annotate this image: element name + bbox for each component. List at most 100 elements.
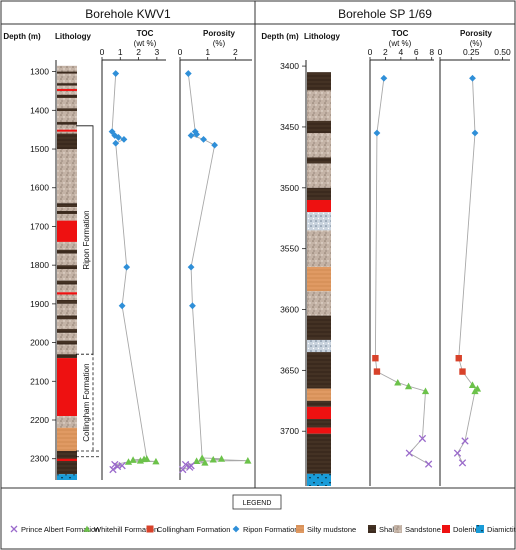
left-toc-point (152, 457, 160, 465)
right-depth-tick-label: 3500 (280, 183, 299, 193)
legend-label: Dolerite (453, 525, 479, 534)
left-toc-point (118, 302, 126, 310)
left-porosity-point (193, 130, 201, 138)
left-lithology-interval (57, 269, 77, 281)
right-toc-tick-label: 0 (368, 47, 373, 57)
left-porosity-point (179, 465, 187, 474)
left-lithology-interval (57, 280, 77, 285)
right-toc-tick-label: 2 (383, 47, 388, 57)
left-lithology-interval (57, 121, 77, 125)
left-porosity-point (187, 263, 195, 271)
right-lithology-interval (307, 433, 331, 474)
right-lithology-interval (307, 352, 331, 389)
right-lithology-interval (307, 212, 331, 231)
left-lithology-interval (57, 108, 77, 112)
right-porosity-tick-label: 0.50 (494, 47, 511, 57)
legend-swatch (476, 525, 484, 533)
left-lithology-interval (57, 315, 77, 320)
right-porosity-point (453, 449, 462, 457)
formation-label: Collingham Formation (82, 363, 91, 441)
right-lithology-interval (307, 230, 331, 267)
left-lithology-label: Lithology (55, 32, 92, 41)
right-depth-tick-label: 3400 (280, 61, 299, 71)
right-lithology-interval (307, 315, 331, 340)
left-toc-point (118, 462, 126, 470)
right-toc-tick-label: 4 (398, 47, 403, 57)
left-lithology-interval (57, 344, 77, 355)
left-lithology-interval (57, 332, 77, 341)
legend-label: Silty mudstone (307, 525, 356, 534)
right-porosity-point (455, 355, 462, 362)
left-toc-tick-label: 0 (100, 47, 105, 57)
right-toc-point (372, 355, 379, 362)
legend-label: Collingham Formation (157, 525, 230, 534)
left-panel-title: Borehole KWV1 (85, 7, 171, 21)
left-toc-point (129, 456, 137, 463)
left-porosity-tick-label: 2 (233, 47, 238, 57)
right-toc-profile-line (374, 78, 429, 465)
left-toc-point (112, 139, 120, 147)
left-lithology-interval (57, 241, 77, 250)
right-porosity-point (458, 459, 467, 467)
right-porosity-tick-label: 0.25 (463, 47, 480, 57)
right-toc-unit: (wt %) (389, 39, 412, 48)
right-lithology-interval (307, 120, 331, 134)
left-depth-tick-label: 1600 (30, 183, 49, 193)
legend-title: LEGEND (243, 500, 272, 507)
left-lithology-interval (57, 416, 77, 428)
right-lithology-interval (307, 72, 331, 91)
legend-symbol-triangle (83, 525, 91, 532)
left-toc-point (124, 458, 133, 465)
right-lithology-interval (307, 388, 331, 401)
right-lithology-interval (307, 133, 331, 158)
right-porosity-point (469, 74, 476, 82)
left-lithology-interval (57, 292, 77, 295)
legend-swatch (368, 525, 376, 533)
right-toc-point (405, 449, 413, 457)
left-toc-point (108, 128, 116, 136)
left-porosity-title: Porosity (203, 29, 236, 38)
right-porosity-point (471, 129, 479, 137)
right-toc-point (421, 387, 430, 395)
right-porosity-point (468, 381, 477, 388)
left-depth-tick-label: 1800 (30, 260, 49, 270)
right-lithology-interval (307, 406, 331, 420)
left-toc-tick-label: 1 (118, 47, 123, 57)
left-porosity-point (191, 128, 199, 136)
left-porosity-point (198, 454, 206, 461)
legend-title-box (232, 494, 282, 510)
left-lithology-interval (57, 329, 77, 333)
left-lithology-interval (57, 207, 77, 211)
right-lithology-interval (307, 163, 331, 188)
left-lithology-interval (57, 458, 77, 462)
left-porosity-point (217, 455, 226, 462)
left-porosity-point (193, 457, 201, 465)
legend-label: Ripon Formation (243, 525, 298, 534)
left-porosity-point (187, 132, 195, 139)
left-lithology-interval (57, 300, 77, 304)
right-toc-point (373, 368, 381, 375)
left-toc-point (109, 465, 117, 474)
right-lithology-interval (307, 266, 331, 292)
left-depth-tick-label: 1300 (30, 67, 49, 77)
left-toc-profile-line (111, 73, 156, 470)
right-lithology-label: Lithology (304, 32, 341, 41)
right-depth-tick-label: 3600 (280, 305, 299, 315)
left-lithology-interval (57, 450, 77, 475)
left-lithology-interval (57, 71, 77, 74)
left-toc-tick-label: 2 (136, 47, 141, 57)
right-toc-point (404, 382, 413, 390)
left-toc-point (123, 263, 131, 271)
left-depth-tick-label: 2000 (30, 338, 49, 348)
right-porosity-profile-line (456, 78, 479, 464)
left-porosity-point (201, 458, 209, 466)
left-lithology-interval (57, 214, 77, 221)
right-toc-tick-label: 8 (429, 47, 434, 57)
left-lithology-interval (57, 129, 77, 132)
left-depth-tick-label: 1500 (30, 144, 49, 154)
left-porosity-profile-line (182, 73, 248, 470)
right-depth-label: Depth (m) (261, 32, 299, 41)
left-lithology-interval (57, 210, 77, 215)
